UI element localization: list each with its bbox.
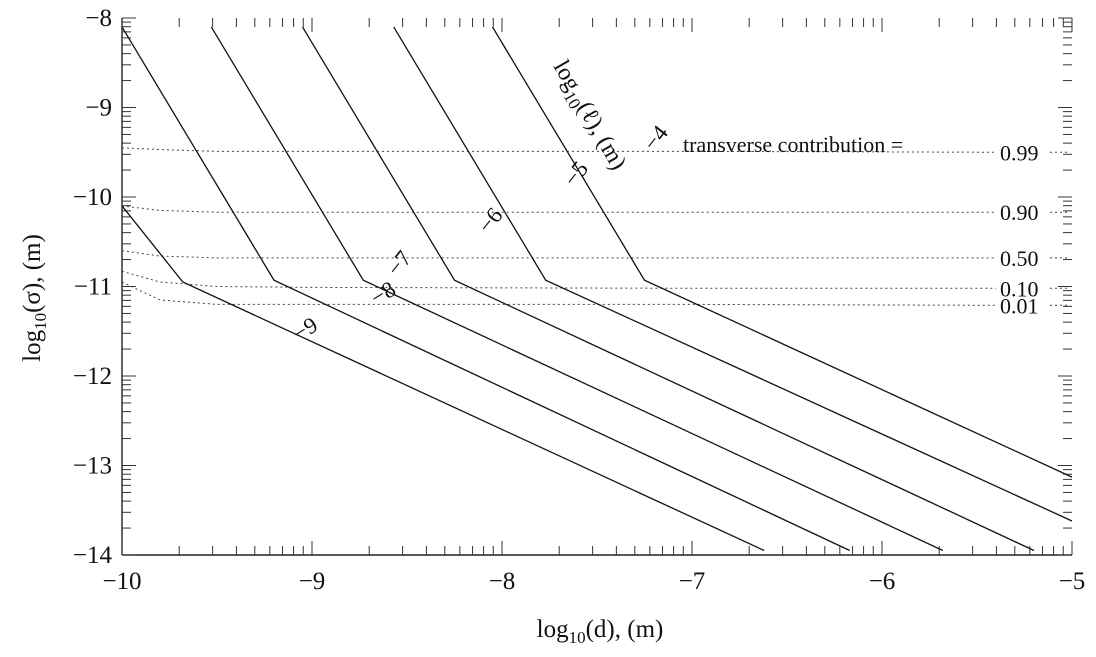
contour-label: 0.10 xyxy=(1000,276,1039,301)
y-tick-label: −8 xyxy=(85,5,112,32)
series-label: −4 xyxy=(638,120,673,155)
x-tick-label: −10 xyxy=(102,568,141,595)
minor-ticks xyxy=(121,17,1073,556)
y-tick-label: −14 xyxy=(73,542,113,569)
contour-line xyxy=(121,147,997,153)
contour-lines: 0.99 0.90 0.50 0.100.01 xyxy=(121,140,1068,318)
y-tick-label: −11 xyxy=(74,274,112,301)
x-tick-label: −5 xyxy=(1059,568,1086,595)
series-line xyxy=(121,205,765,552)
x-tick-label: −6 xyxy=(869,568,896,595)
x-tick-label: −8 xyxy=(489,568,516,595)
contour-line xyxy=(121,281,997,306)
contour-label: 0.90 xyxy=(1000,200,1039,225)
y-tick-label: −13 xyxy=(73,453,112,480)
series-label: −9 xyxy=(288,312,322,346)
series-axis-title: log10(ℓ), (m) xyxy=(544,56,631,176)
series-lines xyxy=(121,26,1073,552)
contour-label: 0.01 xyxy=(1000,293,1039,318)
series-line xyxy=(121,26,850,552)
contour-label: 0.50 xyxy=(1000,246,1039,271)
contour-label: 0.99 xyxy=(1000,140,1039,165)
contour-line xyxy=(121,205,996,213)
x-tick-label: −9 xyxy=(299,568,326,595)
y-axis-title: log10(σ), (m) xyxy=(19,234,50,362)
contour-line xyxy=(121,250,996,259)
series-line xyxy=(210,26,944,552)
series-line xyxy=(301,26,1035,552)
y-tick-label: −12 xyxy=(73,363,112,390)
series-line xyxy=(491,26,1073,478)
tick-labels: −10 −9 −8 −7 −6 −5−8−9−10−11−12−13−14 xyxy=(73,5,1085,595)
series-label: −8 xyxy=(366,276,400,310)
contour-title: transverse contribution = xyxy=(683,132,903,157)
y-tick-label: −10 xyxy=(73,184,112,211)
x-axis-title: log10(d), (m) xyxy=(537,616,664,647)
y-tick-label: −9 xyxy=(85,95,112,122)
series-label: −7 xyxy=(382,246,417,281)
x-tick-label: −7 xyxy=(679,568,706,595)
series-line xyxy=(393,26,1073,522)
axes-frame xyxy=(121,18,1072,556)
